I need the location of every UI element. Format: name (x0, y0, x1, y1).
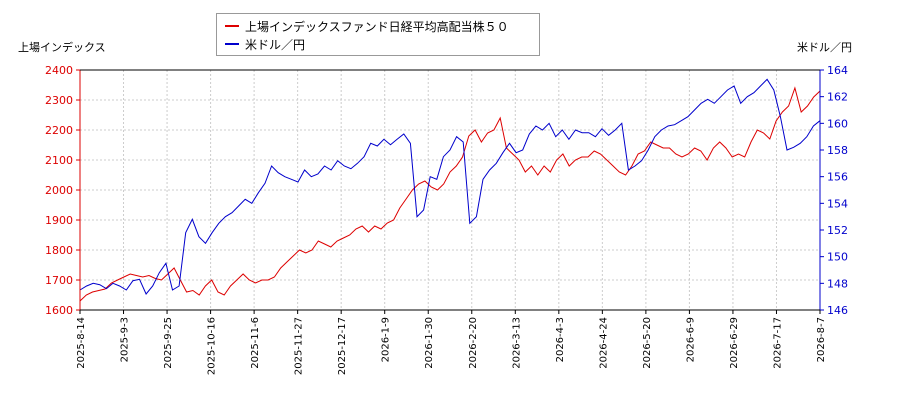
right-tick-label: 150 (827, 251, 848, 264)
right-tick-label: 146 (827, 304, 848, 317)
right-tick-label: 164 (827, 64, 848, 77)
x-tick-label: 2025-11-27 (294, 317, 305, 375)
right-axis-title: 米ドル／円 (797, 41, 852, 54)
right-tick-label: 162 (827, 91, 848, 104)
right-axis-ticks: 146 148 150 152 154 156 158 160 162 164 (820, 64, 848, 317)
legend-label-nikkei: 上場インデックスファンド日経平均高配当株５０ (245, 19, 509, 34)
series-line-left (79, 86, 821, 302)
x-tick-label: 2026-8-7 (816, 317, 827, 362)
legend-item-nikkei: 上場インデックスファンド日経平均高配当株５０ (225, 17, 509, 35)
x-tick-label: 2025-9-3 (120, 317, 131, 362)
x-tick-label: 2026-7-17 (772, 317, 783, 369)
legend: 上場インデックスファンド日経平均高配当株５０ 米ドル／円 (216, 13, 540, 56)
left-tick-label: 2000 (45, 184, 73, 197)
x-tick-label: 2026-4-3 (555, 317, 566, 362)
right-tick-label: 154 (827, 197, 848, 210)
x-tick-label: 2026-4-24 (598, 317, 609, 369)
right-tick-label: 148 (827, 277, 848, 290)
left-tick-label: 2300 (45, 94, 73, 107)
legend-item-usdjpy: 米ドル／円 (225, 35, 305, 53)
legend-label-usdjpy: 米ドル／円 (245, 37, 306, 52)
series-line-usdjpy (79, 78, 821, 295)
left-tick-label: 1700 (45, 274, 73, 287)
x-tick-label: 2025-10-16 (207, 317, 218, 375)
legend-swatch-blue (225, 43, 239, 45)
legend-swatch-red (225, 25, 239, 27)
x-axis-ticks: 2025-8-14 2025-9-3 2025-9-25 2025-10-16 2025… (76, 310, 827, 375)
left-tick-label: 2100 (45, 154, 73, 167)
x-tick-label: 2026-2-20 (468, 317, 479, 369)
series-line-right (79, 78, 821, 295)
right-tick-label: 152 (827, 224, 848, 237)
left-tick-label: 1600 (45, 304, 73, 317)
left-tick-label: 1900 (45, 214, 73, 227)
left-tick-label: 2200 (45, 124, 73, 137)
x-tick-label: 2026-3-13 (511, 317, 522, 369)
series-line-nikkei (79, 86, 821, 302)
right-tick-label: 160 (827, 117, 848, 130)
left-tick-label: 2400 (45, 64, 73, 77)
right-tick-label: 158 (827, 144, 848, 157)
left-tick-label: 1800 (45, 244, 73, 257)
x-tick-label: 2025-11-6 (250, 317, 261, 369)
x-tick-label: 2026-6-29 (729, 317, 740, 369)
x-tick-label: 2026-1-9 (381, 317, 392, 362)
x-tick-label: 2026-6-9 (685, 317, 696, 362)
x-tick-label: 2025-9-25 (163, 317, 174, 369)
right-tick-label: 156 (827, 171, 848, 184)
grid-lines (79, 69, 821, 311)
x-tick-label: 2026-5-20 (642, 317, 653, 369)
x-tick-label: 2025-8-14 (76, 317, 87, 369)
x-tick-label: 2026-1-30 (424, 317, 435, 369)
left-axis-title: 上場インデックス (18, 41, 106, 54)
left-axis-ticks: 1600 1700 1800 1900 2000 2100 2200 2300 2400 (45, 64, 80, 317)
x-tick-label: 2025-12-17 (337, 317, 348, 375)
